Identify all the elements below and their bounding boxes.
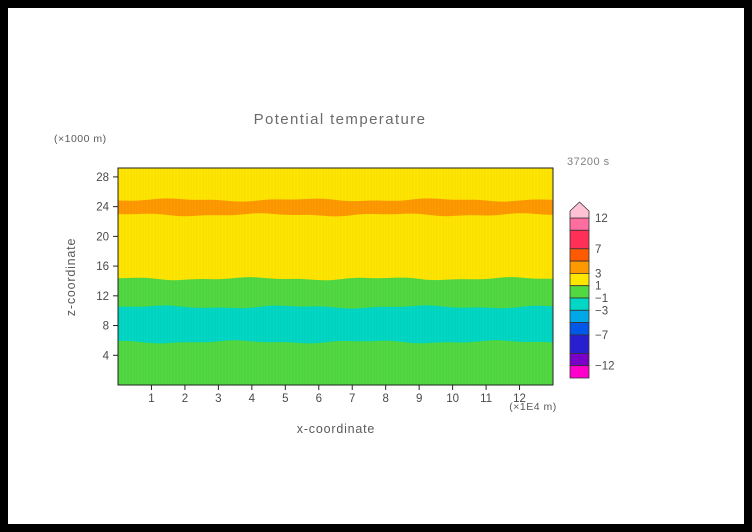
contour-band: [118, 213, 553, 281]
x-tick-label: 4: [249, 393, 256, 405]
y-tick-label: 12: [96, 291, 109, 303]
x-tick-label: 12: [513, 393, 526, 405]
contour-band: [118, 168, 553, 203]
plot-title: Potential temperature: [253, 111, 427, 128]
x-tick-label: 2: [182, 393, 188, 405]
x-tick-label: 11: [480, 393, 492, 405]
colorbar-segment: [569, 272, 590, 287]
y-tick-label: 24: [96, 202, 109, 214]
colorbar-segment: [569, 217, 590, 231]
y-axis-unit: (×1000 m): [54, 133, 107, 145]
x-tick-label: 1: [148, 393, 154, 405]
colorbar-tick-label: 7: [595, 244, 601, 256]
colorbar-segment: [569, 352, 590, 367]
colorbar-segment: [569, 297, 590, 311]
x-axis-unit: (×1E4 m): [509, 401, 557, 413]
x-tick-label: 7: [349, 393, 355, 405]
y-tick-label: 28: [96, 172, 109, 184]
x-tick-label: 5: [282, 393, 288, 405]
y-tick-label: 16: [96, 261, 109, 273]
contour-band: [118, 305, 553, 345]
contour-band: [118, 198, 553, 218]
colorbar-segment: [569, 285, 590, 299]
colorbar-tick-label: −3: [595, 305, 608, 317]
colorbar-segment: [569, 322, 590, 336]
colorbar-segment: [569, 309, 590, 323]
colorbar-tick-label: 3: [595, 268, 601, 280]
time-label: 37200 s: [567, 156, 610, 168]
colorbar-tick-label: −12: [595, 361, 615, 373]
colorbar-segment: [569, 248, 590, 262]
colorbar-segment: [569, 365, 590, 379]
x-tick-label: 8: [382, 393, 388, 405]
colorbar-tick-label: −7: [595, 330, 608, 342]
x-tick-label: 6: [316, 393, 322, 405]
x-tick-label: 3: [215, 393, 221, 405]
colorbar-tick-label: 12: [595, 213, 608, 225]
y-tick-label: 8: [103, 321, 109, 333]
x-axis-label: x-coordinate: [296, 422, 376, 436]
axis-ticks: [113, 176, 521, 390]
contour-band: [118, 340, 553, 385]
contour-band: [118, 277, 553, 310]
colorbar-segment: [569, 334, 590, 354]
colorbar-over-cap: [569, 201, 590, 219]
y-tick-label: 4: [103, 350, 110, 362]
colorbar-tick-label: −1: [595, 293, 608, 305]
contour-bands: [118, 168, 553, 385]
y-tick-label: 20: [96, 231, 109, 243]
colorbar: 12 7 31−1−3 −7 −12: [569, 201, 615, 379]
plot-border: [117, 167, 554, 386]
colorbar-segment: [569, 260, 590, 274]
x-tick-label: 9: [416, 393, 422, 405]
colorbar-tick-label: 1: [595, 281, 601, 293]
plot-texture: [118, 168, 552, 385]
colorbar-segment: [569, 229, 590, 250]
y-axis-label: z-coordinate: [64, 237, 78, 317]
x-tick-label: 10: [446, 393, 459, 405]
